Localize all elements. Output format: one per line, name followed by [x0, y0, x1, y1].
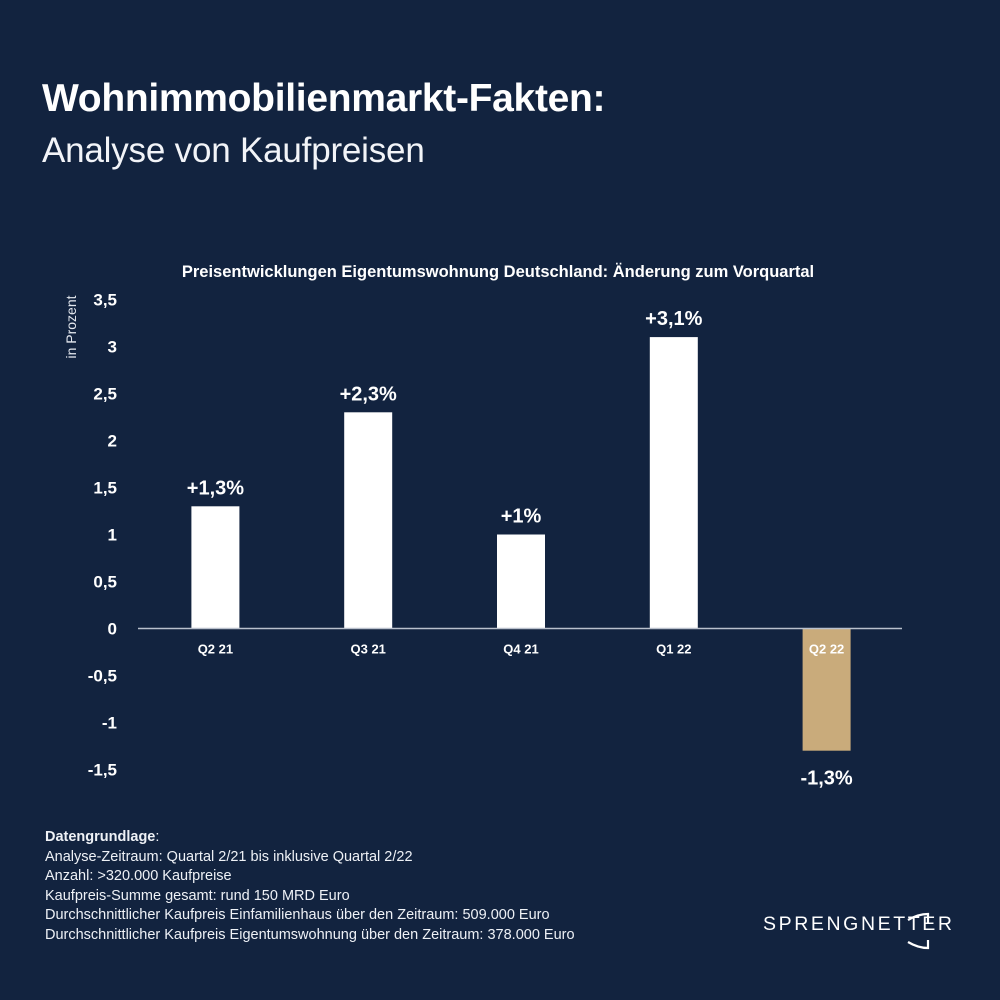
data-label: -1,3% — [800, 768, 852, 790]
bar-q2-22 — [802, 628, 851, 751]
category-labels: Q2 21 Q3 21 Q4 21 Q1 22 Q2 22 — [198, 642, 845, 657]
x-tick-label: Q2 22 — [809, 642, 844, 657]
sprengnetter-logo: SPRENGNETTER — [763, 913, 955, 936]
bar-q4-21 — [497, 534, 545, 629]
x-tick-label: Q1 22 — [656, 642, 691, 657]
data-label: +1,3% — [187, 477, 244, 499]
logo-bracket-icon — [907, 912, 930, 950]
x-tick-label: Q2 21 — [198, 642, 233, 657]
y-tick-label: 3,5 — [93, 291, 117, 310]
y-axis-label: in Prozent — [63, 295, 79, 358]
bar-chart: Preisentwicklungen Eigentumswohnung Deut… — [63, 263, 902, 790]
y-tick-label: -1,5 — [88, 761, 117, 780]
data-label: +1% — [501, 506, 542, 528]
y-axis-ticks: 3,5 3 2,5 2 1,5 1 0,5 0 -0,5 -1 -1,5 — [88, 291, 117, 780]
y-tick-label: 0 — [108, 620, 117, 639]
bar-q1-22 — [649, 337, 698, 629]
bar-q2-21 — [191, 506, 240, 629]
page-title: Wohnimmobilienmarkt-Fakten: — [42, 77, 606, 120]
footer-heading-colon: : — [155, 829, 160, 845]
y-tick-label: 0,5 — [93, 573, 117, 592]
y-tick-label: 2,5 — [93, 385, 117, 404]
y-tick-label: -1 — [102, 714, 117, 733]
footer-line-sum: Kaufpreis-Summe gesamt: rund 150 MRD Eur… — [45, 887, 350, 904]
page-subtitle: Analyse von Kaufpreisen — [42, 131, 425, 170]
footer-line-period: Analyse-Zeitraum: Quartal 2/21 bis inklu… — [45, 848, 413, 865]
y-tick-label: 2 — [108, 432, 117, 451]
footer-heading: Datengrundlage: — [45, 828, 575, 848]
data-label: +3,1% — [645, 308, 702, 330]
data-labels: +1,3% +2,3% +1% +3,1% -1,3% — [187, 308, 853, 790]
bar-q3-21 — [344, 412, 393, 629]
chart-title: Preisentwicklungen Eigentumswohnung Deut… — [182, 263, 814, 281]
y-tick-label: 1 — [108, 526, 117, 545]
footer-line-avg-apartment: Durchschnittlicher Kaufpreis Eigentumswo… — [45, 926, 575, 943]
data-label: +2,3% — [340, 383, 397, 405]
footer-line-avg-house: Durchschnittlicher Kaufpreis Einfamilien… — [45, 907, 550, 923]
data-basis-footer: Datengrundlage: Analyse-Zeitraum: Quarta… — [45, 828, 575, 945]
y-tick-label: 3 — [108, 338, 117, 357]
footer-heading-text: Datengrundlage — [45, 829, 156, 845]
bars-group — [191, 337, 851, 751]
y-tick-label: -0,5 — [88, 667, 117, 686]
logo-wordmark: SPRENGNETTER — [763, 913, 955, 935]
x-tick-label: Q4 21 — [503, 642, 538, 657]
footer-line-count: Anzahl: >320.000 Kaufpreise — [45, 868, 232, 884]
x-tick-label: Q3 21 — [350, 642, 385, 657]
y-tick-label: 1,5 — [93, 479, 117, 498]
